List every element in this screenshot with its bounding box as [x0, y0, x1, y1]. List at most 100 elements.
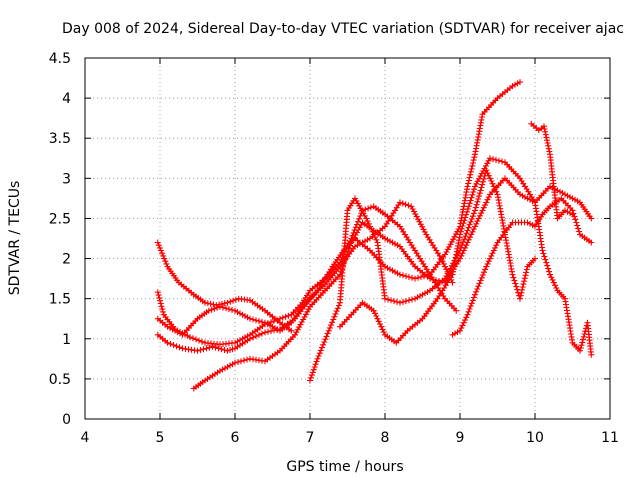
- data-point: [325, 327, 332, 334]
- data-point: [235, 359, 241, 365]
- data-point: [492, 186, 498, 192]
- data-point: [310, 366, 317, 373]
- data-point: [466, 306, 473, 312]
- data-point: [331, 313, 338, 320]
- data-point: [475, 134, 482, 141]
- data-point: [465, 236, 472, 243]
- data-point: [484, 160, 491, 167]
- y-tick-label: 3: [62, 171, 71, 187]
- data-point: [483, 263, 490, 270]
- data-point: [294, 326, 301, 333]
- data-point: [474, 198, 481, 205]
- data-point: [157, 297, 163, 304]
- data-point: [493, 242, 500, 249]
- data-point: [316, 350, 323, 357]
- data-point: [457, 231, 463, 238]
- data-point: [415, 274, 421, 281]
- data-point: [155, 242, 162, 249]
- data-point: [199, 338, 205, 345]
- data-point: [215, 345, 222, 352]
- data-point: [479, 272, 486, 278]
- data-point: [478, 274, 485, 281]
- data-point: [319, 344, 325, 351]
- data-point: [403, 298, 409, 305]
- data-point: [160, 308, 166, 315]
- data-point: [463, 189, 470, 196]
- data-point: [553, 285, 560, 291]
- data-point: [458, 225, 465, 232]
- data-point: [588, 239, 595, 246]
- data-point: [209, 343, 216, 350]
- data-point: [274, 316, 280, 323]
- series-arc-1: [154, 239, 295, 334]
- data-point: [544, 262, 551, 269]
- data-point: [406, 274, 412, 280]
- data-point: [477, 187, 484, 194]
- data-point: [324, 330, 331, 337]
- data-point: [458, 244, 465, 251]
- data-point: [210, 301, 217, 308]
- tick-labels: 4 5 6 7 8 9 10 11 0 0.5 1 1.5 2 2.5 3 3.5 4 4.5: [49, 51, 619, 446]
- data-point: [409, 296, 415, 303]
- data-point: [154, 289, 161, 296]
- data-point: [212, 344, 219, 351]
- data-point: [277, 315, 283, 322]
- data-point: [406, 297, 412, 304]
- data-point: [448, 238, 455, 245]
- data-point: [547, 271, 553, 278]
- data-point: [253, 333, 259, 340]
- data-point: [473, 288, 480, 295]
- data-point: [397, 299, 403, 306]
- data-point: [487, 155, 493, 162]
- data-point: [250, 334, 256, 341]
- data-point: [388, 297, 394, 304]
- data-point: [490, 183, 497, 190]
- series-arc-6: [307, 167, 538, 384]
- data-point: [443, 273, 450, 280]
- data-point: [442, 263, 448, 270]
- data-point: [187, 334, 193, 341]
- data-point: [476, 193, 482, 200]
- data-point: [363, 215, 370, 222]
- data-point: [301, 313, 308, 320]
- data-point: [458, 325, 465, 332]
- y-tick-label: 3.5: [49, 131, 71, 147]
- data-point: [217, 303, 223, 310]
- data-point: [321, 339, 328, 345]
- data-point: [485, 194, 492, 201]
- data-point: [244, 356, 250, 363]
- data-point: [453, 307, 460, 314]
- data-point: [311, 364, 318, 370]
- x-tick-label: 7: [306, 430, 315, 446]
- data-point: [421, 228, 428, 235]
- y-tick-label: 2: [62, 252, 71, 268]
- data-point: [214, 304, 221, 311]
- data-point: [408, 203, 415, 210]
- data-point: [224, 299, 231, 306]
- data-point: [505, 248, 512, 255]
- data-point: [362, 206, 369, 213]
- data-point: [176, 344, 183, 351]
- data-point: [468, 216, 475, 222]
- data-point: [247, 315, 253, 322]
- data-point: [459, 241, 466, 248]
- data-point: [475, 215, 482, 222]
- data-point: [461, 197, 468, 204]
- data-point: [478, 210, 485, 217]
- data-point: [545, 265, 552, 272]
- data-point: [578, 342, 585, 349]
- data-point: [476, 125, 483, 132]
- data-point: [412, 275, 418, 282]
- data-point: [513, 283, 520, 290]
- data-point: [465, 308, 472, 315]
- data-point: [200, 346, 207, 353]
- data-point: [460, 220, 467, 227]
- data-point: [465, 224, 472, 231]
- data-point: [462, 317, 468, 324]
- data-point: [479, 181, 486, 188]
- data-point: [474, 178, 481, 185]
- data-point: [232, 359, 238, 366]
- data-point: [259, 330, 265, 337]
- data-point: [467, 168, 474, 175]
- data-point: [522, 272, 529, 279]
